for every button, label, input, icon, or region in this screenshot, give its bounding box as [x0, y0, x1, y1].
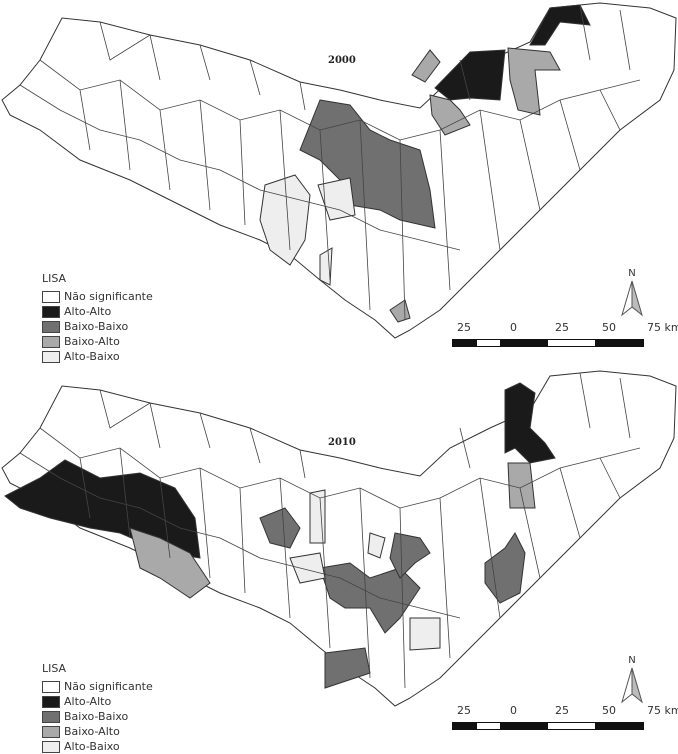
legend-item: Não significante — [42, 679, 153, 694]
legend-item: Alto-Baixo — [42, 349, 153, 364]
legend-2010: LISA Não significante Alto-Alto Baixo-Ba… — [42, 662, 153, 754]
legend-title: LISA — [42, 272, 67, 285]
legend-item: Baixo-Baixo — [42, 319, 153, 334]
legend-item: Alto-Alto — [42, 304, 153, 319]
legend-item: Não significante — [42, 289, 153, 304]
legend-item: Baixo-Baixo — [42, 709, 153, 724]
alto-baixo-regions — [259, 174, 356, 286]
legend-2000: LISA Não significante Alto-Alto Baixo-Ba… — [42, 272, 153, 364]
map-2000 — [1, 2, 677, 339]
north-arrow-icon — [621, 280, 643, 317]
legend-item: Alto-Baixo — [42, 739, 153, 754]
north-arrow-2010: N — [620, 655, 644, 709]
north-arrow-2000: N — [620, 268, 644, 322]
legend-title: LISA — [42, 662, 67, 675]
north-arrow-icon — [621, 667, 643, 704]
map-title-2010: 2010 — [328, 437, 356, 448]
alto-baixo-regions — [289, 489, 441, 651]
legend-item: Alto-Alto — [42, 694, 153, 709]
baixo-alto-regions — [129, 462, 536, 599]
map-title-2000: 2000 — [328, 55, 356, 66]
alto-alto-regions — [4, 382, 556, 559]
map-2010 — [1, 370, 677, 707]
legend-item: Baixo-Alto — [42, 334, 153, 349]
legend-item: Baixo-Alto — [42, 724, 153, 739]
